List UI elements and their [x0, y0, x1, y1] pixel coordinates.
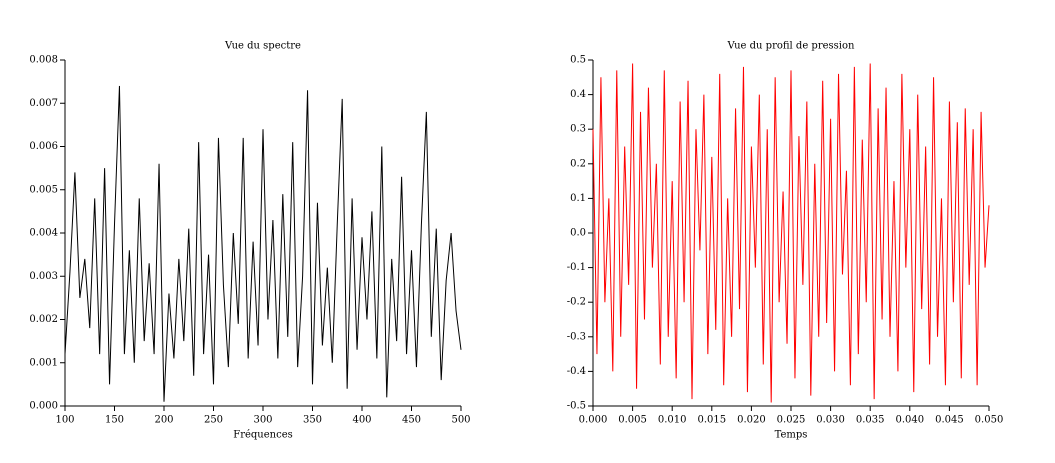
x-tick-label: 0.035 [856, 415, 885, 426]
y-tick-label: -0.4 [567, 366, 586, 377]
y-tick-label: 0.005 [29, 184, 58, 195]
x-tick-label: 300 [253, 415, 272, 426]
y-tick-label: 0.2 [570, 158, 586, 169]
x-tick-label: 350 [303, 415, 322, 426]
y-tick-label: 0.000 [29, 401, 58, 412]
x-tick-label: 0.000 [579, 415, 608, 426]
y-tick-label: 0.002 [29, 314, 58, 325]
y-tick-label: 0.007 [29, 98, 58, 109]
x-tick-label: 0.040 [895, 415, 924, 426]
chart-title: Vue du spectre [224, 41, 301, 52]
y-tick-label: -0.1 [567, 262, 586, 273]
x-tick-label: 500 [451, 415, 470, 426]
y-tick-label: 0.0 [570, 228, 586, 239]
y-tick-label: 0.003 [29, 271, 58, 282]
x-tick-label: 250 [204, 415, 223, 426]
x-tick-label: 150 [105, 415, 124, 426]
y-tick-label: -0.5 [567, 401, 586, 412]
y-tick-label: 0.4 [570, 89, 586, 100]
x-tick-label: 0.010 [658, 415, 687, 426]
data-line [592, 63, 990, 403]
y-tick-label: 0.001 [29, 357, 58, 368]
x-tick-label: 0.045 [935, 415, 964, 426]
y-tick-label: 0.3 [570, 124, 586, 135]
x-tick-label: 0.025 [777, 415, 806, 426]
x-tick-label: 450 [402, 415, 421, 426]
y-tick-label: 0.008 [29, 55, 58, 66]
y-tick-label: 0.006 [29, 141, 58, 152]
chart-title: Vue du profil de pression [727, 41, 855, 52]
x-tick-label: 0.050 [975, 415, 1004, 426]
x-tick-label: 0.005 [618, 415, 647, 426]
x-axis-label: Temps [775, 430, 808, 441]
x-tick-label: 0.020 [737, 415, 766, 426]
y-tick-label: -0.3 [567, 331, 586, 342]
y-tick-label: 0.004 [29, 228, 58, 239]
data-line [64, 85, 462, 402]
x-tick-label: 0.030 [816, 415, 845, 426]
y-tick-label: -0.2 [567, 297, 586, 308]
y-tick-label: 0.5 [570, 55, 586, 66]
x-tick-label: 200 [154, 415, 173, 426]
x-tick-label: 0.015 [697, 415, 726, 426]
x-tick-label: 400 [352, 415, 371, 426]
y-tick-label: 0.1 [570, 193, 586, 204]
x-tick-label: 100 [55, 415, 74, 426]
x-axis-label: Fréquences [233, 430, 293, 441]
